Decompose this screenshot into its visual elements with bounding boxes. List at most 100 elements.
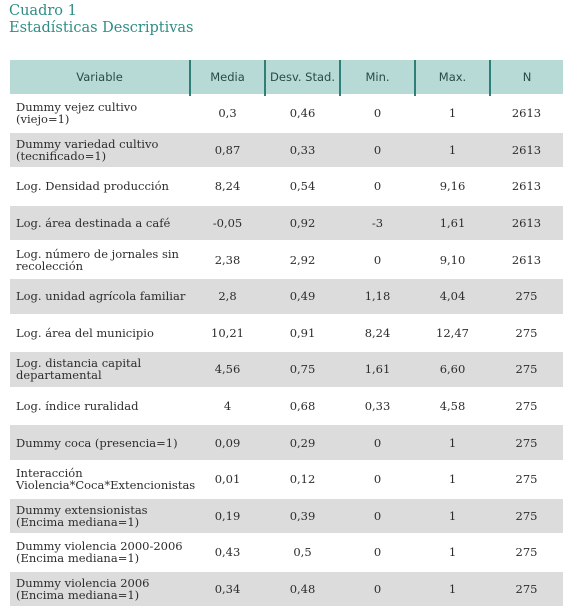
cell-variable: Log. distancia capital departamental	[10, 350, 190, 388]
cell-media: 0,09	[190, 423, 265, 461]
cell-min: 8,24	[340, 313, 415, 352]
cell-variable: Log. número de jornales sin recolección	[10, 240, 190, 278]
cell-n: 275	[490, 569, 563, 607]
cell-media: 2,8	[190, 276, 265, 315]
cell-min: 1,61	[340, 350, 415, 388]
cell-variable: Dummy vejez cultivo (viejo=1)	[10, 94, 190, 132]
table-caption: Cuadro 1 Estadísticas Descriptivas	[9, 3, 194, 37]
cell-media: 0,19	[190, 496, 265, 535]
cell-max: 9,16	[415, 167, 490, 205]
cell-desv-stad: 0,29	[265, 423, 340, 461]
cell-max: 12,47	[415, 313, 490, 352]
table-body: Dummy vejez cultivo (viejo=1) 0,3 0,46 0 1 26…	[10, 94, 563, 607]
cell-n: 2613	[490, 94, 563, 132]
cell-n: 275	[490, 313, 563, 352]
cell-media: 0,01	[190, 459, 265, 498]
cell-max: 1,61	[415, 203, 490, 242]
column-header-n: N	[489, 60, 563, 95]
cell-variable: Dummy extensionistas (Encima mediana=1)	[10, 496, 190, 535]
cell-desv-stad: 0,33	[265, 130, 340, 169]
cell-media: 4	[190, 386, 265, 425]
table-row: Log. área del municipio 10,21 0,91 8,24 12,4…	[10, 313, 563, 352]
cell-desv-stad: 0,39	[265, 496, 340, 535]
table-row: Dummy violencia 2006 (Encima mediana=1) 0…	[10, 569, 563, 607]
cell-n: 275	[490, 276, 563, 315]
cell-variable: Log. área destinada a café	[10, 203, 190, 242]
table-row: Log. índice ruralidad 4 0,68 0,33 4,58 275	[10, 386, 563, 425]
cell-min: 0	[340, 167, 415, 205]
cell-n: 2613	[490, 167, 563, 205]
column-header-min: Min.	[339, 60, 415, 95]
table-row: Log. número de jornales sin recolección 2…	[10, 240, 563, 278]
table-row: Interacción Violencia*Coca*Extencionista…	[10, 459, 563, 498]
cell-media: 8,24	[190, 167, 265, 205]
cell-n: 275	[490, 496, 563, 535]
cell-min: 0	[340, 533, 415, 571]
cell-min: 0,33	[340, 386, 415, 425]
cell-desv-stad: 0,5	[265, 533, 340, 571]
cell-min: 0	[340, 459, 415, 498]
cell-desv-stad: 0,12	[265, 459, 340, 498]
caption-title: Estadísticas Descriptivas	[9, 20, 194, 36]
cell-max: 1	[415, 569, 490, 607]
cell-max: 6,60	[415, 350, 490, 388]
table-row: Dummy vejez cultivo (viejo=1) 0,3 0,46 0 1 26…	[10, 94, 563, 132]
table-row: Dummy violencia 2000-2006 (Encima median…	[10, 533, 563, 571]
caption-number: Cuadro 1	[9, 3, 77, 19]
cell-min: 1,18	[340, 276, 415, 315]
cell-n: 2613	[490, 240, 563, 278]
cell-desv-stad: 0,54	[265, 167, 340, 205]
cell-max: 1	[415, 423, 490, 461]
cell-min: -3	[340, 203, 415, 242]
cell-variable: Dummy variedad cultivo (tecnificado=1)	[10, 130, 190, 169]
cell-min: 0	[340, 240, 415, 278]
cell-max: 1	[415, 496, 490, 535]
table-row: Log. Densidad producción 8,24 0,54 0 9,16 261…	[10, 167, 563, 205]
cell-media: 0,43	[190, 533, 265, 571]
cell-min: 0	[340, 496, 415, 535]
cell-max: 4,58	[415, 386, 490, 425]
table-row: Dummy variedad cultivo (tecnificado=1) 0,…	[10, 130, 563, 169]
cell-media: 0,87	[190, 130, 265, 169]
column-header-desv-stad: Desv. Stad.	[264, 60, 340, 95]
cell-max: 1	[415, 459, 490, 498]
table-row: Dummy coca (presencia=1) 0,09 0,29 0 1 275	[10, 423, 563, 461]
cell-media: 4,56	[190, 350, 265, 388]
cell-variable: Log. unidad agrícola familiar	[10, 276, 190, 315]
cell-n: 275	[490, 350, 563, 388]
cell-max: 4,04	[415, 276, 490, 315]
column-header-media: Media	[189, 60, 265, 95]
cell-max: 1	[415, 533, 490, 571]
cell-n: 275	[490, 459, 563, 498]
cell-desv-stad: 0,92	[265, 203, 340, 242]
cell-desv-stad: 2,92	[265, 240, 340, 278]
cell-desv-stad: 0,49	[265, 276, 340, 315]
table-row: Log. unidad agrícola familiar 2,8 0,49 1,18…	[10, 276, 563, 315]
cell-desv-stad: 0,68	[265, 386, 340, 425]
cell-media: 0,34	[190, 569, 265, 607]
cell-max: 1	[415, 94, 490, 132]
cell-n: 2613	[490, 130, 563, 169]
cell-min: 0	[340, 94, 415, 132]
table-header: Variable Media Desv. Stad. Min. Max. N	[10, 60, 563, 95]
descriptive-statistics-table: Variable Media Desv. Stad. Min. Max. N Dummy …	[10, 60, 563, 607]
cell-n: 275	[490, 533, 563, 571]
cell-max: 1	[415, 130, 490, 169]
cell-desv-stad: 0,48	[265, 569, 340, 607]
cell-max: 9,10	[415, 240, 490, 278]
column-header-max: Max.	[414, 60, 490, 95]
cell-media: 2,38	[190, 240, 265, 278]
cell-media: 10,21	[190, 313, 265, 352]
cell-min: 0	[340, 423, 415, 461]
cell-n: 275	[490, 423, 563, 461]
cell-variable: Log. Densidad producción	[10, 167, 190, 205]
cell-variable: Log. área del municipio	[10, 313, 190, 352]
cell-variable: Dummy violencia 2006 (Encima mediana=1)	[10, 569, 190, 607]
column-header-variable: Variable	[10, 60, 190, 95]
cell-variable: Log. índice ruralidad	[10, 386, 190, 425]
cell-min: 0	[340, 569, 415, 607]
table-row: Log. área destinada a café -0,05 0,92 -3 1,6…	[10, 203, 563, 242]
header-row: Variable Media Desv. Stad. Min. Max. N	[10, 60, 563, 95]
cell-variable: Interacción Violencia*Coca*Extencionista…	[10, 459, 195, 498]
cell-variable: Dummy violencia 2000-2006 (Encima median…	[10, 533, 190, 571]
